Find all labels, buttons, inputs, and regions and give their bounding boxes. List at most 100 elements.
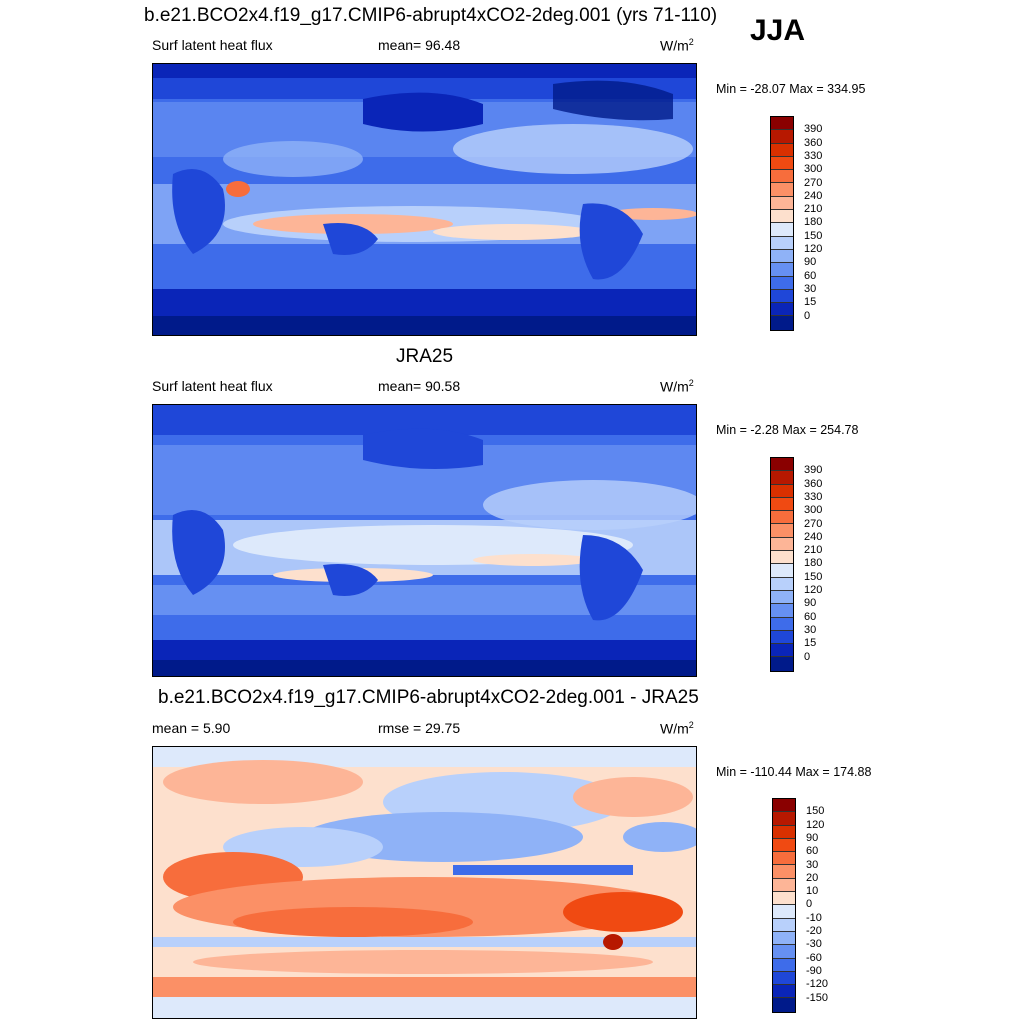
colorbar-swatch: [771, 236, 793, 250]
colorbar-tick-label: 300: [804, 163, 823, 176]
colorbar-swatch: [771, 524, 793, 538]
colorbar-swatch: [771, 497, 793, 512]
colorbar-tick-label: -20: [806, 925, 822, 937]
colorbar-tick-label: 60: [804, 610, 817, 623]
panel-3-units: W/m2: [660, 720, 694, 737]
colorbar-swatch: [771, 537, 793, 552]
colorbar-swatch: [771, 316, 793, 330]
colorbar-swatch: [773, 892, 795, 906]
season-label: JJA: [750, 14, 806, 47]
colorbar-swatch: [771, 156, 793, 171]
colorbar-tick-label: 150: [804, 229, 823, 242]
panel-2-mean-label: mean= 90.58: [378, 378, 461, 394]
colorbar-swatch: [771, 604, 793, 618]
colorbar-swatch: [773, 985, 795, 999]
colorbar-swatch: [771, 143, 793, 157]
panel-1-mean-label: mean= 96.48: [378, 37, 461, 53]
colorbar-swatch: [771, 289, 793, 304]
colorbar-tick-label: 150: [806, 805, 825, 818]
colorbar-swatch: [771, 551, 793, 565]
colorbar-tick-label: 120: [804, 584, 823, 596]
panel-2-units: W/m2: [660, 378, 694, 395]
colorbar-swatch: [771, 564, 793, 578]
colorbar-tick-label: 0: [804, 309, 811, 322]
colorbar-tick-label: 60: [804, 269, 817, 282]
panel-2-title: JRA25: [396, 346, 454, 367]
colorbar-swatch: [773, 825, 795, 839]
panel-3-title: b.e21.BCO2x4.f19_g17.CMIP6-abrupt4xCO2-2…: [158, 687, 699, 708]
colorbar-swatch: [773, 918, 795, 932]
colorbar-swatch: [773, 998, 795, 1012]
colorbar-tick-label: 300: [804, 504, 823, 517]
colorbar-swatch: [771, 183, 793, 197]
panel-2-minmax: Min = -2.28 Max = 254.78: [716, 423, 859, 437]
colorbar-swatch: [771, 249, 793, 264]
colorbar-swatch: [773, 865, 795, 879]
colorbar-swatch: [773, 945, 795, 959]
colorbar-swatch: [771, 511, 793, 525]
panel-2-variable-label: Surf latent heat flux: [152, 378, 273, 394]
panel-1-title: b.e21.BCO2x4.f19_g17.CMIP6-abrupt4xCO2-2…: [144, 5, 718, 26]
colorbar-swatch: [771, 276, 793, 290]
panel-2-colorbar-swatches: [770, 457, 794, 672]
colorbar-tick-label: 330: [804, 149, 823, 162]
colorbar-swatch: [771, 484, 793, 498]
panel-3-rmse-label: rmse = 29.75: [378, 720, 461, 736]
colorbar-swatch: [771, 630, 793, 645]
panel-3-map: [152, 746, 697, 1019]
colorbar-swatch: [771, 644, 793, 658]
colorbar-swatch: [773, 799, 795, 813]
colorbar-tick-label: 30: [806, 858, 819, 871]
colorbar-swatch: [771, 590, 793, 605]
panel-3-minmax: Min = -110.44 Max = 174.88: [716, 765, 872, 779]
colorbar-tick-label: 0: [804, 650, 811, 663]
colorbar-swatch: [773, 958, 795, 972]
colorbar-tick-label: 90: [804, 256, 817, 269]
panel-3-mean-label: mean = 5.90: [152, 720, 231, 736]
colorbar-tick-label: 30: [804, 623, 817, 636]
colorbar-tick-label: 120: [804, 243, 823, 255]
colorbar-tick-label: 10: [806, 885, 819, 898]
colorbar-swatch: [771, 130, 793, 144]
colorbar-tick-label: 270: [804, 176, 823, 189]
colorbar-tick-label: 180: [804, 557, 823, 570]
colorbar-swatch: [773, 931, 795, 946]
colorbar-tick-label: 90: [804, 597, 817, 610]
colorbar-swatch: [773, 878, 795, 893]
panel-1-variable-label: Surf latent heat flux: [152, 37, 273, 53]
panel-1-colorbar-swatches: [770, 116, 794, 331]
colorbar-tick-label: 240: [804, 189, 823, 202]
colorbar-swatch: [771, 117, 793, 131]
colorbar-tick-label: 330: [804, 490, 823, 503]
colorbar-swatch: [771, 657, 793, 671]
colorbar-swatch: [771, 223, 793, 237]
panel-3-colorbar-swatches: [772, 798, 796, 1013]
colorbar-tick-label: -120: [806, 978, 829, 991]
colorbar-tick-label: 150: [804, 570, 823, 583]
colorbar-tick-label: 240: [804, 530, 823, 543]
colorbar-swatch: [773, 838, 795, 853]
colorbar-tick-label: 360: [804, 136, 823, 149]
panel-1-minmax: Min = -28.07 Max = 334.95: [716, 82, 866, 96]
colorbar-tick-label: 60: [806, 845, 819, 858]
colorbar-tick-label: 270: [804, 517, 823, 530]
colorbar-swatch: [773, 905, 795, 919]
colorbar-tick-label: 390: [804, 464, 823, 477]
colorbar-tick-label: 210: [804, 544, 823, 557]
colorbar-swatch: [771, 617, 793, 631]
colorbar-swatch: [771, 471, 793, 485]
colorbar-swatch: [773, 971, 795, 986]
colorbar-swatch: [771, 458, 793, 472]
colorbar-tick-label: -30: [806, 938, 822, 951]
colorbar-tick-label: -90: [806, 964, 822, 977]
colorbar-swatch: [773, 812, 795, 826]
colorbar-tick-label: 180: [804, 216, 823, 229]
colorbar-tick-label: 210: [804, 203, 823, 216]
colorbar-tick-label: 30: [804, 282, 817, 295]
colorbar-swatch: [773, 852, 795, 866]
colorbar-swatch: [771, 210, 793, 224]
colorbar-tick-label: 0: [806, 898, 813, 911]
colorbar-tick-label: 390: [804, 123, 823, 136]
panel-1-map: [152, 63, 697, 336]
colorbar-tick-label: 360: [804, 477, 823, 490]
